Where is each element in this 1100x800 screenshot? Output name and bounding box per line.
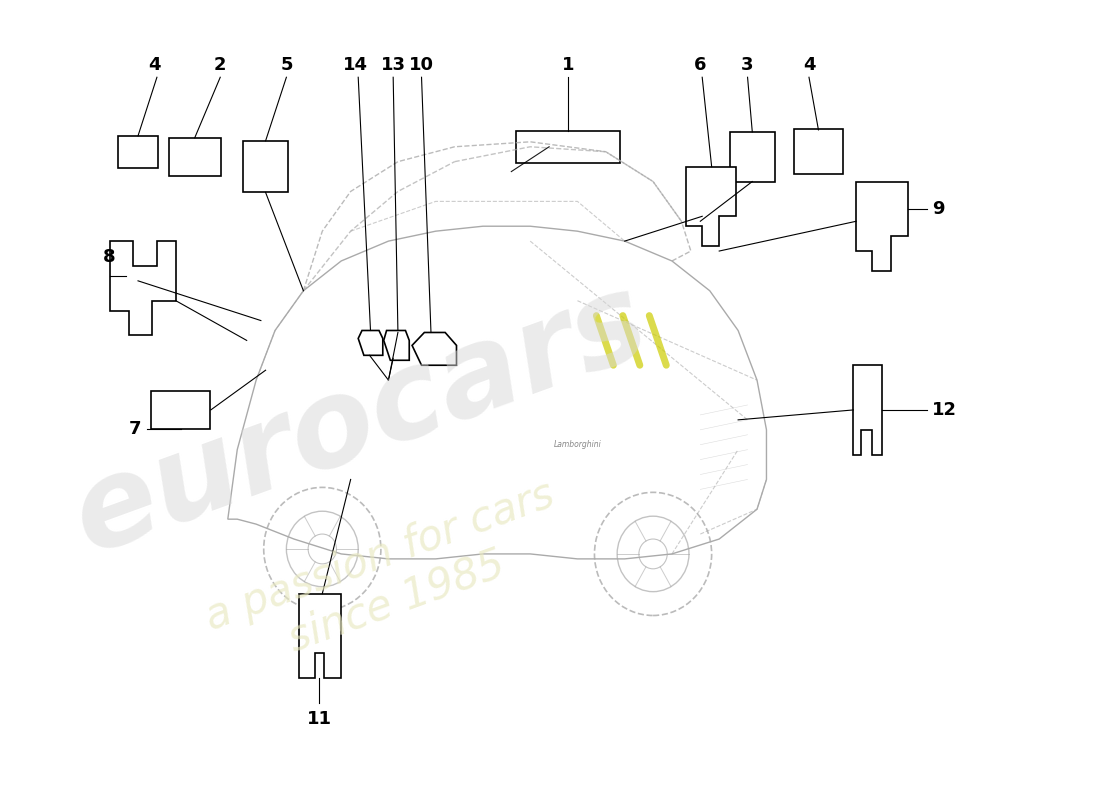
- Bar: [118, 136, 158, 168]
- Bar: [516, 131, 620, 162]
- Text: 12: 12: [932, 401, 957, 419]
- Text: 2: 2: [214, 56, 227, 74]
- Text: 11: 11: [307, 710, 332, 728]
- Bar: [168, 138, 221, 175]
- Polygon shape: [228, 226, 767, 559]
- Polygon shape: [384, 330, 409, 360]
- Text: 5: 5: [280, 56, 293, 74]
- Text: 10: 10: [409, 56, 434, 74]
- Bar: [243, 141, 288, 193]
- Text: 14: 14: [343, 56, 367, 74]
- Bar: [729, 132, 776, 182]
- Polygon shape: [359, 330, 383, 355]
- Polygon shape: [110, 241, 176, 335]
- Text: 7: 7: [129, 420, 141, 438]
- Text: 13: 13: [381, 56, 406, 74]
- Text: eurocars: eurocars: [57, 262, 663, 578]
- Polygon shape: [856, 182, 909, 271]
- Text: 4: 4: [147, 56, 161, 74]
- Text: 6: 6: [694, 56, 706, 74]
- Bar: [151, 391, 210, 429]
- Polygon shape: [412, 333, 456, 366]
- Polygon shape: [854, 366, 882, 454]
- Bar: [794, 130, 843, 174]
- Text: 9: 9: [932, 200, 944, 218]
- Text: 1: 1: [562, 56, 574, 74]
- Polygon shape: [686, 166, 736, 246]
- Text: a passion for cars
since 1985: a passion for cars since 1985: [200, 474, 578, 684]
- Text: 3: 3: [741, 56, 754, 74]
- Text: 8: 8: [103, 248, 116, 266]
- Text: Lamborghini: Lamborghini: [553, 440, 602, 449]
- Polygon shape: [299, 594, 341, 678]
- Text: 4: 4: [803, 56, 815, 74]
